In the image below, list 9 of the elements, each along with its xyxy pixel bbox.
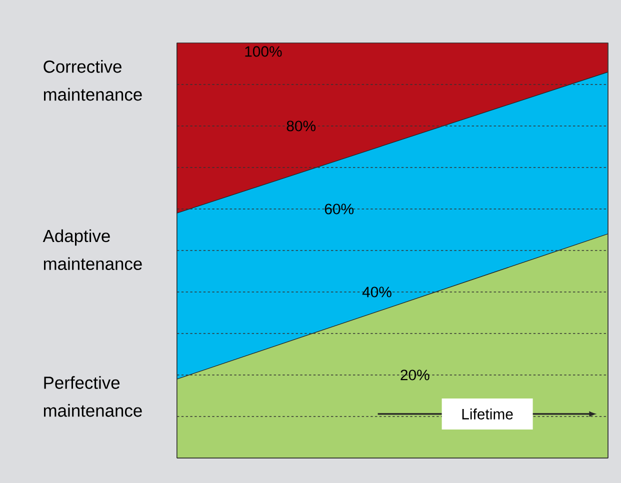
ref-line-label: 20%: [400, 370, 430, 380]
ref-line-label: 60%: [324, 204, 354, 214]
text: Adaptive maintenance: [42, 229, 142, 270]
text: Perfective maintenance: [44, 376, 142, 417]
text: Corrective maintenance: [44, 60, 142, 101]
ref-line-label: 80%: [286, 120, 316, 132]
ref-line-label: 40%: [362, 286, 392, 298]
annotation: Lifetime: [462, 408, 513, 420]
annotation: 100%: [245, 46, 282, 57]
